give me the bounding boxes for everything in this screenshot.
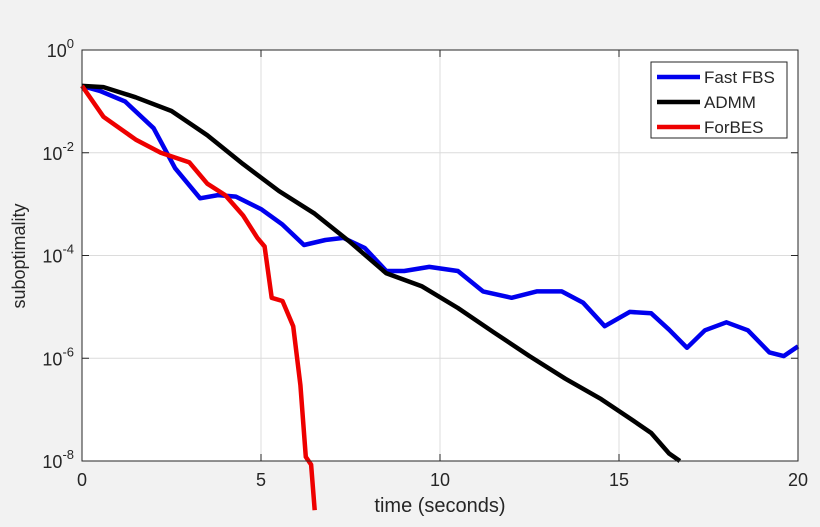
y-tick-label: 10-2 bbox=[42, 139, 74, 164]
x-tick-label: 10 bbox=[430, 470, 450, 490]
x-tick-label: 15 bbox=[609, 470, 629, 490]
series-line-fast-fbs bbox=[81, 83, 800, 359]
y-tick-label: 10-6 bbox=[42, 344, 74, 369]
y-tick-exponent: 0 bbox=[67, 36, 74, 51]
legend-label: ADMM bbox=[704, 93, 756, 112]
series-layer bbox=[80, 83, 800, 511]
series-line-forbes bbox=[80, 84, 317, 511]
legend-label: ForBES bbox=[704, 118, 764, 137]
y-tick-base: 10 bbox=[42, 349, 62, 369]
y-tick-base: 10 bbox=[42, 452, 62, 472]
y-tick-exponent: -4 bbox=[62, 242, 74, 257]
y-tick-label: 10-4 bbox=[42, 242, 74, 267]
y-tick-exponent: -2 bbox=[62, 139, 74, 154]
series-line-admm bbox=[81, 83, 682, 463]
y-tick-exponent: -8 bbox=[62, 447, 74, 462]
y-tick-base: 10 bbox=[47, 41, 67, 61]
y-axis-label: suboptimality bbox=[9, 203, 29, 308]
legend: Fast FBS ADMM ForBES bbox=[650, 61, 788, 139]
x-tick-label: 5 bbox=[256, 470, 266, 490]
x-tick-label: 20 bbox=[788, 470, 808, 490]
legend-label: Fast FBS bbox=[704, 68, 775, 87]
x-tick-label: 0 bbox=[77, 470, 87, 490]
y-tick-base: 10 bbox=[42, 247, 62, 267]
x-axis-label: time (seconds) bbox=[374, 495, 505, 517]
y-tick-exponent: -6 bbox=[62, 344, 74, 359]
y-tick-base: 10 bbox=[42, 144, 62, 164]
y-tick-label: 100 bbox=[47, 36, 74, 61]
y-tick-label: 10-8 bbox=[42, 447, 74, 472]
